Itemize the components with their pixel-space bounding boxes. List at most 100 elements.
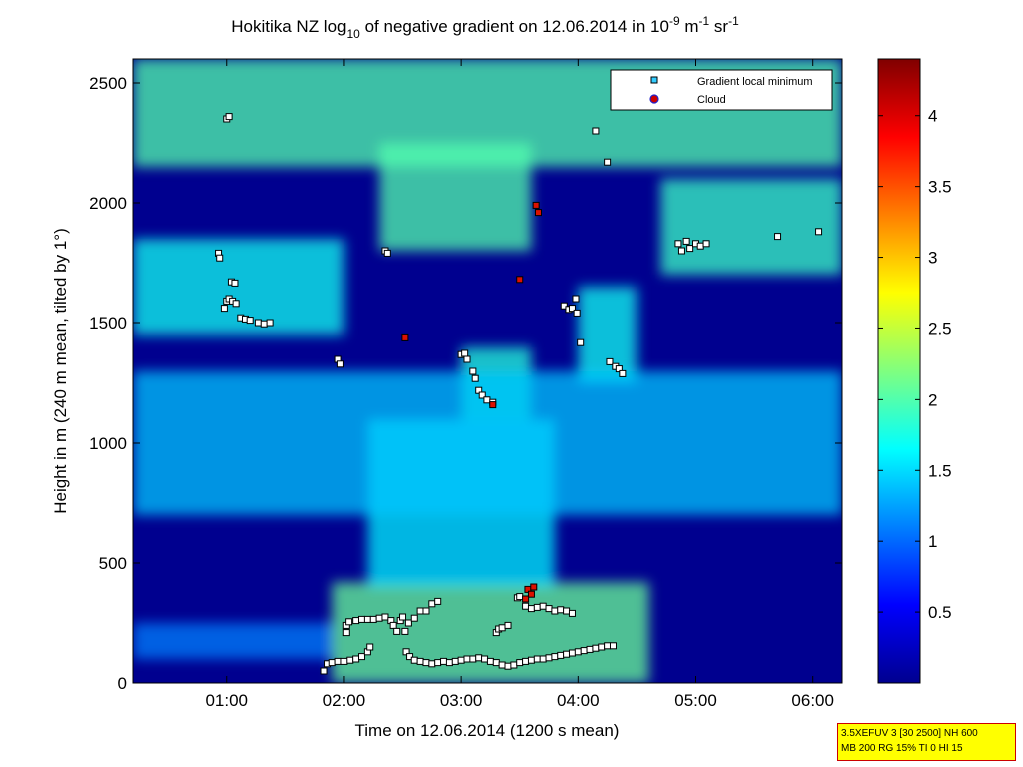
gradient-minimum-point bbox=[471, 374, 479, 382]
gradient-minimum-point bbox=[815, 228, 823, 236]
gradient-minimum-point bbox=[504, 662, 512, 670]
gradient-minimum-point bbox=[527, 605, 535, 613]
x-tick-label: 06:00 bbox=[791, 691, 834, 710]
gradient-minimum-point bbox=[422, 659, 430, 667]
gradient-minimum-point bbox=[358, 615, 366, 623]
cloud-layer bbox=[401, 201, 542, 603]
gradient-minimum-point bbox=[598, 643, 606, 651]
gradient-minimum-point bbox=[475, 386, 483, 394]
gradient-minimum-point bbox=[592, 644, 600, 652]
cloud-point bbox=[522, 595, 530, 603]
parameter-info-box: 3.5XEFUV 3 [30 2500] NH 600 MB 200 RG 15… bbox=[837, 723, 1016, 761]
colorbar-tick-label: 4 bbox=[928, 107, 937, 126]
gradient-minimum-point bbox=[774, 233, 782, 241]
gradient-minimum-point bbox=[677, 247, 685, 255]
gradient-minimum-point bbox=[533, 603, 541, 611]
gradient-minimum-point bbox=[383, 249, 391, 257]
x-tick-label: 01:00 bbox=[205, 691, 248, 710]
gradient-minimum-point bbox=[545, 654, 553, 662]
gradient-minimum-point bbox=[527, 656, 535, 664]
gradient-minima-layer bbox=[215, 113, 823, 675]
colorbar-tick-label: 1.5 bbox=[928, 461, 952, 480]
cloud-point bbox=[401, 333, 409, 341]
legend-minimum-label: Gradient local minimum bbox=[697, 76, 813, 88]
gradient-minimum-point bbox=[445, 659, 453, 667]
gradient-minimum-point bbox=[702, 240, 710, 248]
gradient-minimum-point bbox=[399, 613, 407, 621]
gradient-minimum-point bbox=[539, 602, 547, 610]
heat-region-9 bbox=[133, 623, 333, 659]
gradient-minimum-point bbox=[478, 391, 486, 399]
gradient-minimum-point bbox=[483, 396, 491, 404]
gradient-minimum-point bbox=[568, 305, 576, 313]
x-tick-label: 05:00 bbox=[674, 691, 717, 710]
cloud-point bbox=[527, 590, 535, 598]
gradient-minimum-point bbox=[369, 615, 377, 623]
gradient-minimum-point bbox=[522, 602, 530, 610]
cloud-point bbox=[516, 276, 524, 284]
gradient-minimum-point bbox=[557, 651, 565, 659]
gradient-minimum-point bbox=[563, 650, 571, 658]
gradient-minimum-point bbox=[557, 606, 565, 614]
info-line-1: 3.5XEFUV 3 [30 2500] NH 600 bbox=[841, 728, 978, 739]
gradient-minimum-point bbox=[366, 643, 374, 651]
cloud-point bbox=[534, 209, 542, 217]
gradient-minimum-point bbox=[463, 355, 471, 363]
gradient-minimum-point bbox=[406, 653, 414, 661]
gradient-minimum-point bbox=[469, 367, 477, 375]
cloud-point bbox=[489, 401, 497, 409]
heat-region-6 bbox=[660, 179, 842, 275]
colorbar-tick-label: 2 bbox=[928, 390, 937, 409]
gradient-minimum-point bbox=[604, 642, 612, 650]
heat-region-0 bbox=[332, 582, 649, 683]
gradient-minimum-point bbox=[615, 365, 623, 373]
colorbar-ticks: 0.5 1 1.5 2 2.5 3 3.5 4 bbox=[878, 107, 952, 622]
gradient-minimum-point bbox=[401, 627, 409, 635]
gradient-minimum-point bbox=[516, 659, 524, 667]
gradient-minimum-point bbox=[410, 614, 418, 622]
gradient-minimum-point bbox=[216, 254, 224, 262]
x-tick-label: 02:00 bbox=[323, 691, 366, 710]
gradient-minimum-point bbox=[572, 295, 580, 303]
gradient-minimum-point bbox=[586, 645, 594, 653]
gradient-minimum-point bbox=[422, 607, 430, 615]
x-axis-label: Time on 12.06.2014 (1200 s mean) bbox=[355, 721, 620, 740]
gradient-minimum-point bbox=[568, 649, 576, 657]
gradient-minimum-point bbox=[457, 656, 465, 664]
gradient-minimum-point bbox=[428, 600, 436, 608]
gradient-minimum-point bbox=[266, 319, 274, 327]
gradient-minimum-point bbox=[246, 317, 254, 325]
gradient-minimum-point bbox=[404, 619, 412, 627]
gradient-minimum-point bbox=[619, 369, 627, 377]
gradient-minimum-point bbox=[498, 624, 506, 632]
y-tick-label: 1000 bbox=[89, 434, 127, 453]
gradient-minimum-point bbox=[320, 667, 328, 675]
gradient-minimum-point bbox=[682, 237, 690, 245]
gradient-minimum-point bbox=[416, 657, 424, 665]
gradient-minimum-point bbox=[492, 659, 500, 667]
gradient-minimum-point bbox=[604, 158, 612, 166]
gradient-minimum-point bbox=[389, 621, 397, 629]
gradient-minimum-point bbox=[345, 618, 353, 626]
info-line-2: MB 200 RG 15% TI 0 HI 15 bbox=[841, 743, 963, 754]
gradient-minimum-point bbox=[352, 617, 360, 625]
gradient-minimum-point bbox=[232, 300, 240, 308]
gradient-minimum-point bbox=[416, 607, 424, 615]
gradient-minimum-point bbox=[674, 240, 682, 248]
heat-region-7 bbox=[578, 287, 637, 383]
gradient-minimum-point bbox=[461, 349, 469, 357]
gradient-minimum-point bbox=[606, 357, 614, 365]
gradient-minimum-point bbox=[522, 657, 530, 665]
legend-cloud-marker bbox=[649, 94, 659, 104]
colorbar-tick-label: 2.5 bbox=[928, 319, 952, 338]
x-tick-label: 03:00 bbox=[440, 691, 483, 710]
chart-title: Hokitika NZ log10 of negative gradient o… bbox=[231, 14, 739, 41]
gradient-minimum-point bbox=[254, 319, 262, 327]
gradient-minimum-point bbox=[220, 305, 228, 313]
gradient-minimum-point bbox=[568, 609, 576, 617]
y-tick-label: 2500 bbox=[89, 74, 127, 93]
gradient-minimum-point bbox=[560, 302, 568, 310]
y-axis-label: Height in m (240 m mean, tilted by 1°) bbox=[51, 228, 70, 514]
gradient-minimum-point bbox=[516, 593, 524, 601]
